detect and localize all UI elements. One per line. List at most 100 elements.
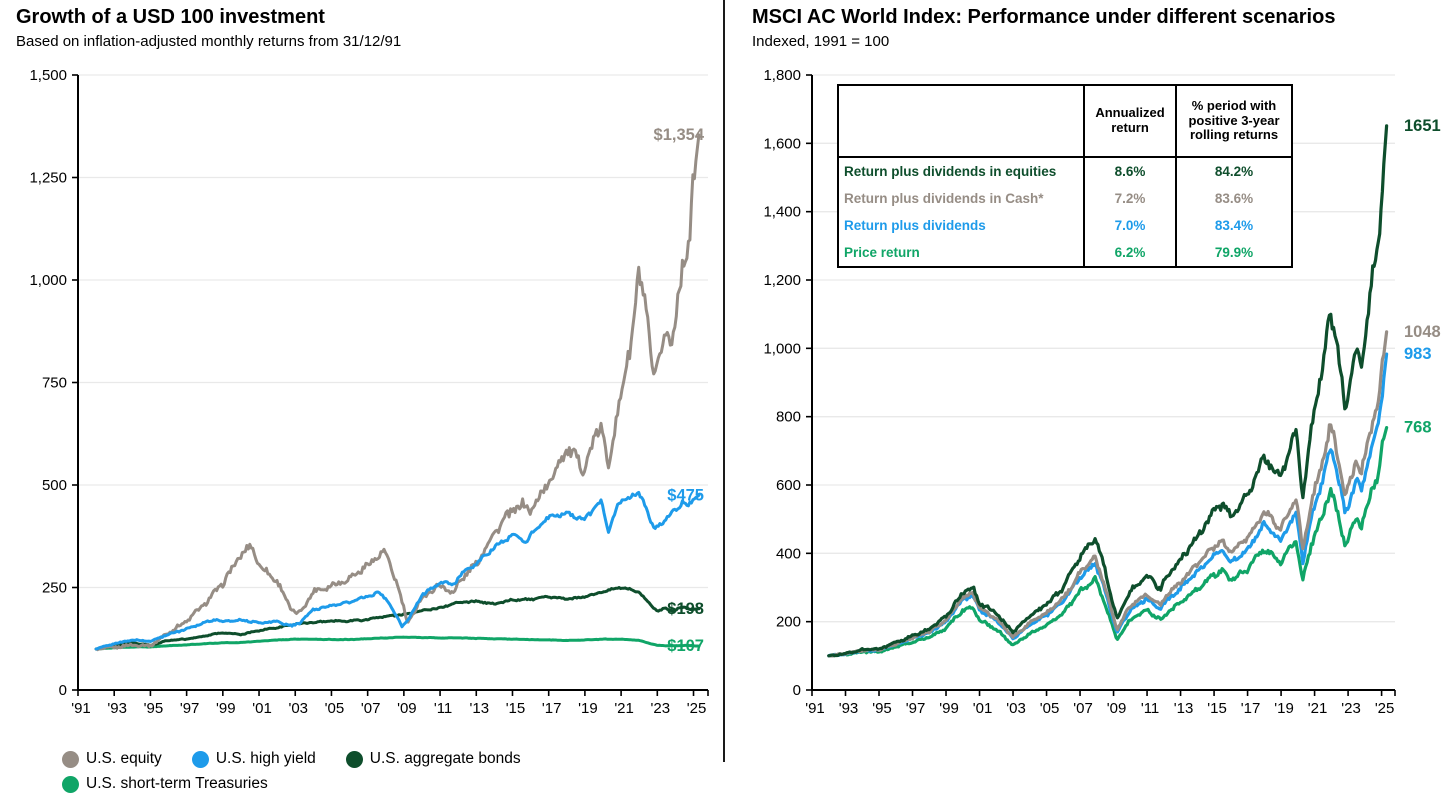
svg-text:'15: '15 xyxy=(1207,700,1227,717)
svg-text:'95: '95 xyxy=(144,700,164,717)
svg-text:'21: '21 xyxy=(614,700,634,717)
left-chart-title: Growth of a USD 100 investment xyxy=(16,6,325,28)
svg-text:'23: '23 xyxy=(651,700,671,717)
svg-text:'05: '05 xyxy=(1040,700,1060,717)
svg-text:983: 983 xyxy=(1404,345,1432,363)
svg-text:'25: '25 xyxy=(1375,700,1395,717)
annualized-return-value: 6.2% xyxy=(1083,239,1176,267)
svg-text:1,000: 1,000 xyxy=(763,340,801,357)
svg-text:500: 500 xyxy=(42,477,67,494)
positive-period-value: 84.2% xyxy=(1175,157,1292,185)
svg-text:'13: '13 xyxy=(1174,700,1194,717)
svg-text:'13: '13 xyxy=(469,700,489,717)
svg-text:1,250: 1,250 xyxy=(29,170,67,187)
panel-divider xyxy=(723,0,725,762)
right-chart-subtitle: Indexed, 1991 = 100 xyxy=(752,33,890,50)
us-short-term-treasuries-swatch-icon xyxy=(62,775,79,793)
svg-text:'03: '03 xyxy=(1006,700,1026,717)
svg-text:800: 800 xyxy=(776,409,801,426)
table-header-positive-rolling-returns: % period with positive 3-year rolling re… xyxy=(1175,85,1292,157)
legend-item-us-high-yield: U.S. high yield xyxy=(191,750,316,768)
row-label: Price return xyxy=(844,244,920,260)
scenario-table: Annualized return % period with positive… xyxy=(837,84,1293,268)
svg-text:1,500: 1,500 xyxy=(29,67,67,84)
svg-text:400: 400 xyxy=(776,545,801,562)
svg-text:'11: '11 xyxy=(434,700,452,717)
svg-text:1,200: 1,200 xyxy=(763,272,801,289)
svg-text:'07: '07 xyxy=(1073,700,1093,717)
svg-text:'15: '15 xyxy=(506,700,526,717)
svg-text:'19: '19 xyxy=(578,700,598,717)
row-label: Return plus dividends in Cash* xyxy=(844,190,1044,206)
svg-text:'17: '17 xyxy=(1241,700,1261,717)
svg-text:'17: '17 xyxy=(542,700,562,717)
svg-text:'93: '93 xyxy=(839,700,859,717)
us-aggregate-bonds-swatch-icon xyxy=(345,750,363,768)
annualized-return-value: 7.0% xyxy=(1083,212,1176,239)
svg-text:200: 200 xyxy=(776,614,801,631)
us-high-yield-swatch-icon xyxy=(191,750,209,768)
svg-text:'03: '03 xyxy=(288,700,308,717)
svg-text:1651: 1651 xyxy=(1404,117,1441,135)
positive-period-value: 83.4% xyxy=(1175,212,1292,239)
svg-text:'97: '97 xyxy=(906,700,926,717)
positive-period-value: 79.9% xyxy=(1175,239,1292,267)
annualized-return-value: 8.6% xyxy=(1083,157,1176,185)
table-row-return-plus-dividends: Return plus dividends 7.0% 83.4% xyxy=(838,212,1292,239)
left-chart-subtitle: Based on inflation-adjusted monthly retu… xyxy=(16,33,402,50)
svg-text:'91: '91 xyxy=(805,700,825,717)
svg-text:'97: '97 xyxy=(180,700,200,717)
svg-text:250: 250 xyxy=(42,580,67,597)
svg-text:1,600: 1,600 xyxy=(763,135,801,152)
svg-text:600: 600 xyxy=(776,477,801,494)
svg-text:'21: '21 xyxy=(1308,700,1328,717)
svg-text:'95: '95 xyxy=(872,700,892,717)
left-chart-legend: U.S. equity U.S. high yield U.S. aggrega… xyxy=(62,750,682,793)
svg-text:'99: '99 xyxy=(939,700,959,717)
legend-item-us-aggregate-bonds: U.S. aggregate bonds xyxy=(345,750,521,768)
us-equity-swatch-icon xyxy=(62,750,79,768)
svg-text:0: 0 xyxy=(793,682,801,699)
left-line-chart: 0 250 500 750 1,000 1,250 1,500 '91 '93 '95 '97 '99… xyxy=(29,67,709,717)
svg-text:'25: '25 xyxy=(687,700,707,717)
svg-text:768: 768 xyxy=(1404,419,1432,437)
legend-item-us-short-term-treasuries: U.S. short-term Treasuries xyxy=(62,775,268,793)
positive-period-value: 83.6% xyxy=(1175,185,1292,212)
svg-text:0: 0 xyxy=(59,682,67,699)
annualized-return-value: 7.2% xyxy=(1083,185,1176,212)
svg-text:$1,354: $1,354 xyxy=(654,126,705,144)
legend-label: U.S. short-term Treasuries xyxy=(86,775,268,792)
svg-text:$475: $475 xyxy=(667,486,704,504)
svg-text:1,800: 1,800 xyxy=(763,67,801,84)
legend-label: U.S. equity xyxy=(86,750,162,767)
table-row-return-plus-dividends-in-equities: Return plus dividends in equities 8.6% 8… xyxy=(838,157,1292,185)
svg-text:1048: 1048 xyxy=(1404,323,1441,341)
right-chart-title: MSCI AC World Index: Performance under d… xyxy=(752,6,1336,28)
legend-label: U.S. high yield xyxy=(215,750,316,767)
svg-text:'01: '01 xyxy=(252,700,272,717)
svg-text:'19: '19 xyxy=(1274,700,1294,717)
legend-label: U.S. aggregate bonds xyxy=(369,750,521,767)
table-row-return-plus-dividends-in-cash: Return plus dividends in Cash* 7.2% 83.6… xyxy=(838,185,1292,212)
svg-text:$107: $107 xyxy=(667,637,704,655)
svg-text:'05: '05 xyxy=(325,700,345,717)
table-header-annualized-return: Annualized return xyxy=(1083,85,1176,157)
svg-text:'99: '99 xyxy=(216,700,236,717)
svg-text:'11: '11 xyxy=(1141,700,1159,717)
svg-text:1,400: 1,400 xyxy=(763,204,801,221)
svg-text:$198: $198 xyxy=(667,600,704,618)
svg-text:'23: '23 xyxy=(1341,700,1361,717)
svg-text:'09: '09 xyxy=(1107,700,1127,717)
row-label: Return plus dividends in equities xyxy=(844,163,1057,179)
row-label: Return plus dividends xyxy=(844,217,986,233)
svg-text:'01: '01 xyxy=(973,700,993,717)
svg-text:750: 750 xyxy=(42,375,67,392)
svg-text:'91: '91 xyxy=(71,700,91,717)
svg-text:'09: '09 xyxy=(397,700,417,717)
legend-item-us-equity: U.S. equity xyxy=(62,750,162,768)
table-row-price-return: Price return 6.2% 79.9% xyxy=(838,239,1292,267)
svg-text:'07: '07 xyxy=(361,700,381,717)
svg-text:'93: '93 xyxy=(107,700,127,717)
table-corner-cell xyxy=(838,85,1084,157)
